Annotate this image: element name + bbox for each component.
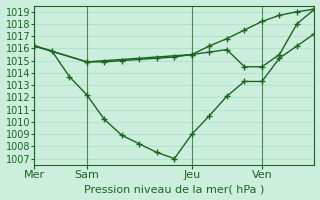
- X-axis label: Pression niveau de la mer( hPa ): Pression niveau de la mer( hPa ): [84, 184, 265, 194]
